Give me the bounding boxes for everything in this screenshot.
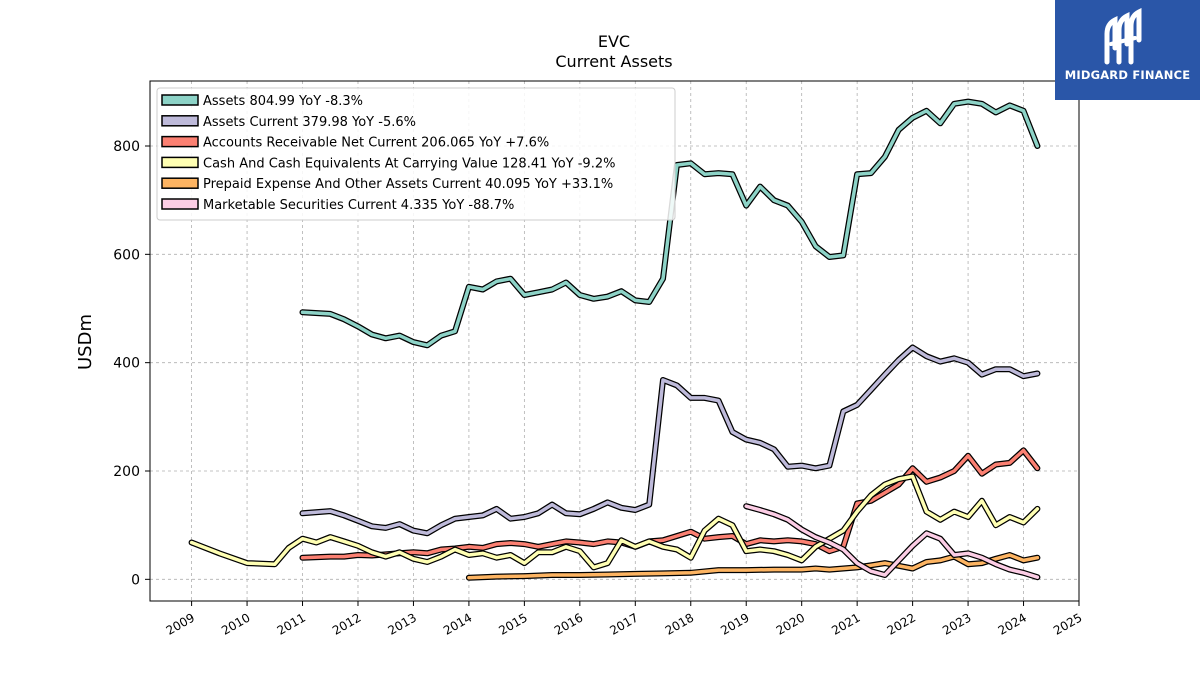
series-5 bbox=[743, 503, 1041, 581]
x-tick-label: 2024 bbox=[996, 610, 1029, 637]
plot-frame bbox=[149, 80, 1080, 602]
x-tick-label: 2019 bbox=[718, 610, 751, 637]
x-tick-label: 2010 bbox=[219, 610, 252, 637]
x-tick-label: 2012 bbox=[330, 610, 363, 637]
legend-swatch bbox=[161, 94, 199, 106]
legend-entry: Accounts Receivable Net Current 206.065 … bbox=[203, 136, 549, 151]
x-tick-label: 2016 bbox=[552, 610, 585, 637]
series-line bbox=[189, 474, 1040, 570]
x-tick-label: 2014 bbox=[441, 610, 474, 637]
x-tick-label: 2020 bbox=[774, 610, 807, 637]
brand-logo: MIDGARD FINANCE bbox=[1055, 0, 1200, 100]
x-tick-label: 2022 bbox=[885, 610, 918, 637]
legend-entry: Cash And Cash Equivalents At Carrying Va… bbox=[203, 156, 615, 171]
brand-name: MIDGARD FINANCE bbox=[1064, 68, 1191, 82]
series-0 bbox=[299, 98, 1041, 349]
legend-swatch bbox=[161, 156, 199, 169]
series-line bbox=[300, 345, 1040, 536]
y-tick-label: 800 bbox=[113, 139, 140, 155]
series-lines bbox=[188, 98, 1041, 581]
chart-title: EVC bbox=[598, 32, 630, 51]
x-tick-label: 2023 bbox=[940, 610, 973, 637]
series-4 bbox=[465, 552, 1041, 581]
series-line bbox=[744, 504, 1040, 579]
x-tick-label: 2013 bbox=[385, 610, 418, 637]
x-tick-label: 2015 bbox=[496, 610, 529, 637]
legend-swatch bbox=[161, 198, 199, 210]
x-tick-label: 2018 bbox=[663, 610, 696, 637]
midgard-logo-icon bbox=[1104, 8, 1142, 65]
y-axis-label: USDm bbox=[75, 314, 96, 370]
series-line bbox=[300, 99, 1040, 348]
y-tick-label: 400 bbox=[113, 356, 140, 372]
y-tick-label: 200 bbox=[113, 464, 140, 480]
legend-swatch bbox=[161, 115, 199, 127]
series-line bbox=[300, 448, 1040, 560]
y-tick-label: 600 bbox=[113, 247, 140, 263]
legend: Assets 804.99 YoY -8.3% Assets Current 37… bbox=[156, 87, 676, 221]
legend-swatch bbox=[161, 135, 199, 148]
series-line bbox=[467, 553, 1040, 580]
x-tick-label: 2011 bbox=[275, 610, 308, 637]
legend-entry: Marketable Securities Current 4.335 YoY … bbox=[203, 198, 514, 213]
x-tick-label: 2025 bbox=[1051, 610, 1084, 637]
series-3 bbox=[188, 473, 1041, 571]
legend-entry: Assets Current 379.98 YoY -5.6% bbox=[203, 115, 416, 130]
x-tick-label: 2021 bbox=[829, 610, 862, 637]
y-tick-label: 0 bbox=[131, 572, 140, 588]
series-2 bbox=[299, 447, 1041, 561]
legend-entry: Assets 804.99 YoY -8.3% bbox=[203, 94, 363, 109]
legend-swatch bbox=[161, 177, 199, 189]
x-tick-label: 2017 bbox=[607, 610, 640, 637]
series-1 bbox=[299, 344, 1041, 537]
x-tick-label: 2009 bbox=[164, 610, 197, 637]
legend-box bbox=[156, 87, 676, 221]
series-line-outline bbox=[299, 447, 1041, 561]
chart-subtitle: Current Assets bbox=[555, 52, 672, 71]
legend-entry: Prepaid Expense And Other Assets Current… bbox=[203, 177, 613, 192]
